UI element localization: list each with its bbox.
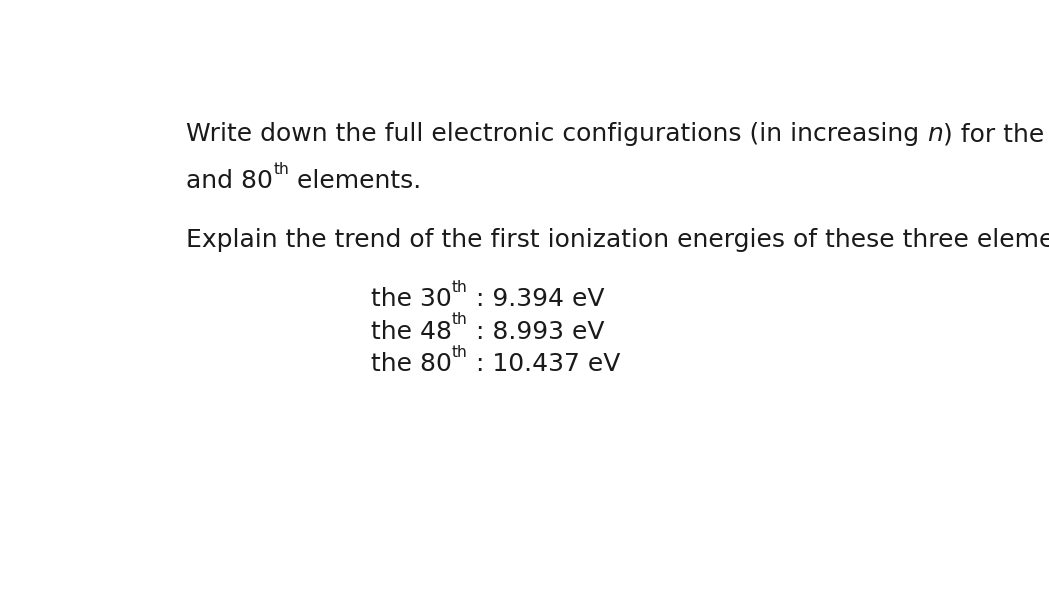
Text: the 30: the 30 xyxy=(371,287,452,310)
Text: th: th xyxy=(274,162,290,177)
Text: ) for the 30: ) for the 30 xyxy=(943,123,1049,146)
Text: Explain the trend of the first ionization energies of these three elements.: Explain the trend of the first ionizatio… xyxy=(187,228,1049,252)
Text: th: th xyxy=(452,279,468,295)
Text: the 48: the 48 xyxy=(371,320,452,343)
Text: elements.: elements. xyxy=(290,170,422,193)
Text: : 8.993 eV: : 8.993 eV xyxy=(468,320,604,343)
Text: the 80: the 80 xyxy=(371,353,452,376)
Text: n: n xyxy=(927,123,943,146)
Text: Write down the full electronic configurations (in increasing: Write down the full electronic configura… xyxy=(187,123,927,146)
Text: th: th xyxy=(452,312,468,328)
Text: : 10.437 eV: : 10.437 eV xyxy=(468,353,620,376)
Text: th: th xyxy=(452,345,468,361)
Text: : 9.394 eV: : 9.394 eV xyxy=(468,287,604,310)
Text: and 80: and 80 xyxy=(187,170,274,193)
